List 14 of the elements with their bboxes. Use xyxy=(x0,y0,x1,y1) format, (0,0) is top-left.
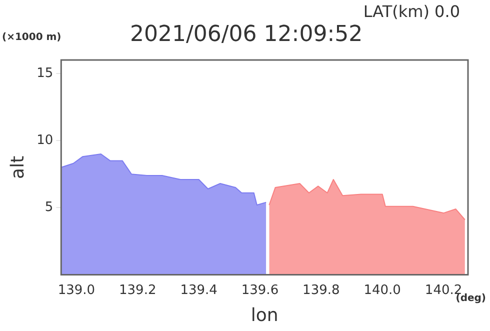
x-tick-label: 139.6 xyxy=(241,282,279,298)
x-axis-title: lon xyxy=(250,304,278,326)
y-axis-title: alt xyxy=(7,156,28,179)
x-tick-label: 139.8 xyxy=(302,282,340,298)
text: LAT(km) 0.0 xyxy=(363,2,460,21)
y-tick-label: 5 xyxy=(44,200,54,216)
text: (×1000 m) xyxy=(2,32,62,43)
x-tick-label: 139.4 xyxy=(180,282,218,298)
y-tick-label: 15 xyxy=(36,66,54,81)
x-tick-label: 139.0 xyxy=(58,282,96,298)
y-tick-label: 10 xyxy=(36,132,54,148)
x-tick-label: 139.2 xyxy=(119,282,156,298)
x-tick-label: 140.0 xyxy=(364,282,401,298)
chart-title: 2021/06/06 12:09:52 xyxy=(130,22,363,47)
